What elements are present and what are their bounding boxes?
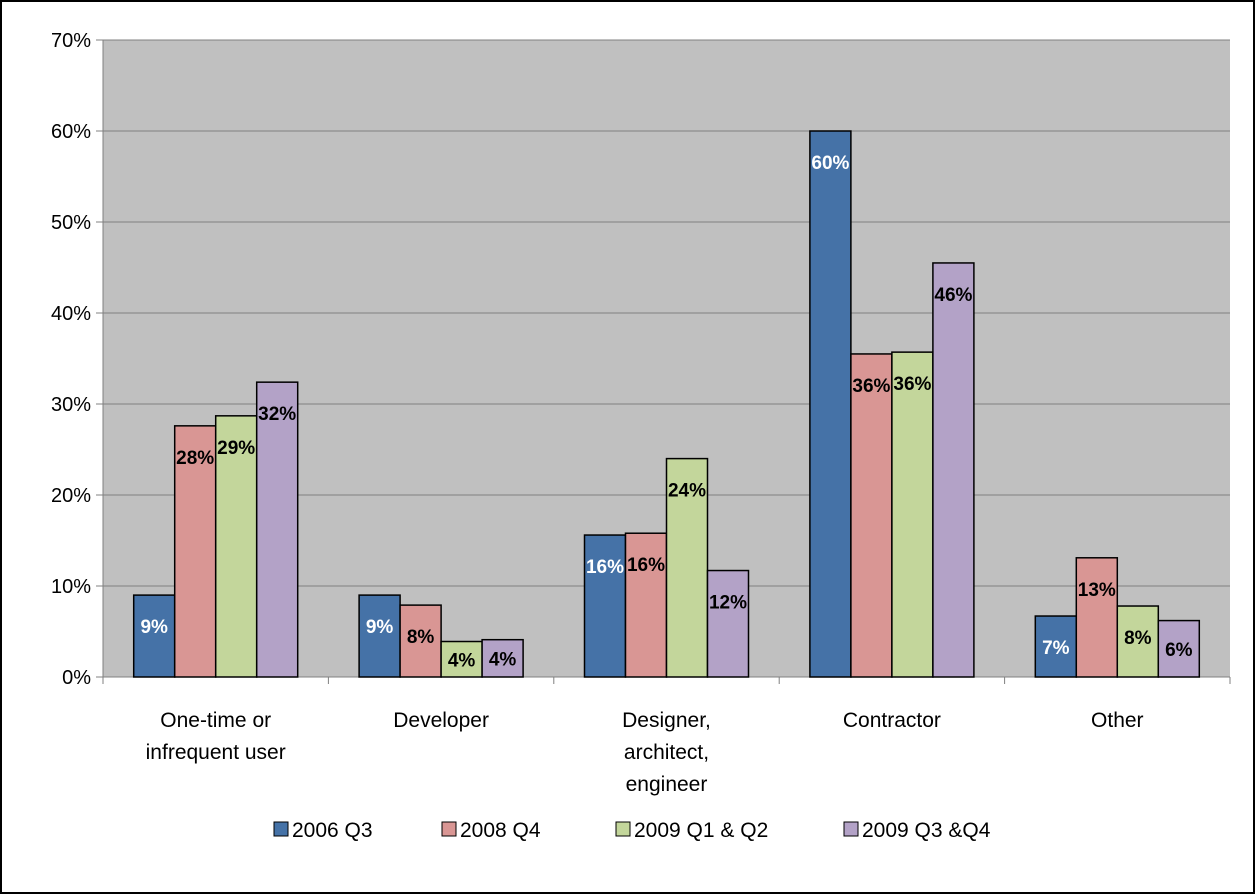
data-label: 4% bbox=[448, 650, 476, 671]
x-category-label: Contractor bbox=[843, 709, 941, 732]
bar bbox=[624, 532, 668, 678]
axes: 0% 10% 20% 30% 40% 50% 60% 70% One-time or infreq… bbox=[51, 30, 1231, 796]
y-tick-label: 0% bbox=[62, 667, 91, 689]
bar bbox=[891, 351, 934, 678]
data-label: 9% bbox=[366, 617, 394, 638]
y-tick-label: 10% bbox=[51, 576, 91, 598]
bar bbox=[665, 457, 709, 678]
x-category-label: architect, bbox=[624, 741, 709, 764]
x-category-label: infrequent user bbox=[146, 741, 286, 764]
bar bbox=[850, 353, 893, 678]
legend-swatch bbox=[273, 821, 289, 837]
bar bbox=[358, 594, 401, 678]
bars bbox=[132, 130, 1201, 678]
y-tick-label: 50% bbox=[51, 212, 91, 234]
x-category-label: Designer, bbox=[622, 709, 711, 732]
data-label: 46% bbox=[934, 285, 972, 306]
data-label: 16% bbox=[627, 555, 665, 576]
data-label: 16% bbox=[586, 557, 624, 578]
data-label: 29% bbox=[217, 438, 255, 459]
data-label: 8% bbox=[407, 627, 435, 648]
x-category-label: Other bbox=[1091, 709, 1144, 732]
data-label: 32% bbox=[258, 404, 296, 425]
x-category-label: One-time or bbox=[160, 709, 271, 732]
y-tick-label: 60% bbox=[51, 121, 91, 143]
legend: 2006 Q3 2008 Q4 2009 Q1 & Q2 2009 Q3 &Q4 bbox=[273, 819, 991, 842]
bar bbox=[440, 640, 483, 678]
data-label: 36% bbox=[893, 374, 931, 395]
y-tick-label: 20% bbox=[51, 485, 91, 507]
x-category-label: Developer bbox=[393, 709, 489, 732]
bar bbox=[1034, 615, 1078, 678]
data-label: 24% bbox=[668, 481, 706, 502]
data-label: 12% bbox=[709, 593, 747, 614]
data-label: 13% bbox=[1078, 580, 1116, 601]
bar bbox=[255, 381, 299, 678]
legend-swatch bbox=[843, 821, 859, 837]
bar bbox=[481, 638, 524, 678]
y-tick-label: 30% bbox=[51, 394, 91, 416]
bar bbox=[809, 130, 852, 678]
legend-label: 2008 Q4 bbox=[460, 819, 541, 842]
data-label: 7% bbox=[1042, 638, 1070, 659]
bar bbox=[583, 534, 627, 678]
bar bbox=[173, 425, 217, 678]
data-label: 4% bbox=[489, 649, 517, 670]
legend-label: 2009 Q1 & Q2 bbox=[634, 819, 768, 842]
data-label: 60% bbox=[811, 153, 849, 174]
data-label: 6% bbox=[1165, 640, 1193, 661]
data-label: 28% bbox=[176, 448, 214, 469]
legend-label: 2009 Q3 &Q4 bbox=[862, 819, 991, 842]
bar bbox=[1157, 619, 1201, 678]
data-label: 36% bbox=[852, 376, 890, 397]
bar bbox=[1075, 557, 1119, 678]
bar bbox=[706, 569, 750, 678]
y-tick-label: 70% bbox=[51, 30, 91, 52]
data-label: 8% bbox=[1124, 628, 1152, 649]
bar bbox=[1116, 605, 1160, 678]
bar bbox=[932, 262, 975, 678]
data-label: 9% bbox=[140, 617, 168, 638]
legend-swatch bbox=[441, 821, 457, 837]
data-labels: 9% 28% 29%32% 9% 8% 4% 4% 16% 16% 24% 12% 60% 36% 36%… bbox=[140, 153, 1192, 671]
y-tick-label: 40% bbox=[51, 303, 91, 325]
x-category-label: engineer bbox=[626, 773, 708, 796]
legend-swatch bbox=[615, 821, 631, 837]
legend-label: 2006 Q3 bbox=[292, 819, 373, 842]
